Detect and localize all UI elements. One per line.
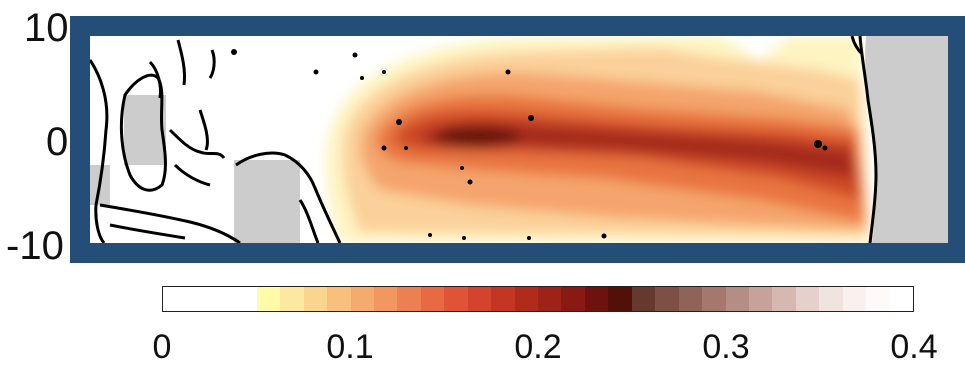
island [467, 179, 473, 185]
colorbar-swatch [209, 287, 234, 311]
island [528, 115, 534, 121]
island [462, 236, 466, 240]
south-america-land [865, 36, 948, 243]
island [601, 233, 607, 239]
colorbar-swatch [538, 287, 562, 311]
coastline [109, 223, 186, 240]
colorbar-swatch [819, 287, 843, 311]
colorbar-swatch [303, 287, 328, 311]
land-patch [234, 160, 300, 243]
colorbar-swatch [725, 287, 749, 311]
colorbar-swatch [327, 287, 351, 311]
colorbar-swatch [842, 287, 867, 311]
island [231, 49, 237, 55]
colorbar-swatch [772, 287, 796, 311]
island [460, 166, 464, 170]
island [527, 236, 531, 240]
colorbar-swatch [655, 287, 679, 311]
colorbar-tick-label: 0.1 [326, 328, 374, 366]
colorbar-swatch [866, 287, 890, 311]
island [352, 52, 358, 58]
colorbar-swatch [702, 287, 726, 311]
colorbar-swatch [608, 287, 632, 311]
coastline [235, 151, 342, 243]
island [428, 233, 432, 237]
island [313, 69, 319, 75]
island [814, 140, 822, 148]
coastline [176, 39, 186, 86]
colorbar-swatch [584, 287, 609, 311]
contour-peak [436, 126, 520, 148]
y-tick-label: 10 [24, 6, 69, 50]
y-tick-label: 0 [46, 120, 69, 164]
coastline [198, 109, 209, 151]
colorbar-swatch [467, 287, 492, 311]
colorbar-swatch [491, 287, 515, 311]
coastline [99, 203, 241, 243]
colorbar-tick-label: 0.4 [890, 328, 938, 366]
coastline [90, 59, 109, 243]
colorbar-swatch [233, 287, 257, 311]
colorbar-swatch [397, 287, 421, 311]
island [360, 76, 364, 80]
colorbar-swatch [373, 287, 398, 311]
coastline [148, 60, 162, 99]
field-contours [325, 36, 870, 243]
colorbar-swatch [561, 287, 585, 311]
colorbar-swatch [889, 287, 913, 311]
colorbar-swatch [514, 287, 538, 311]
coastline [208, 49, 216, 79]
land-masses [90, 36, 948, 243]
colorbar-swatch [186, 287, 210, 311]
land-patch [124, 95, 166, 165]
coastline [173, 163, 211, 187]
contour-level-6 [419, 122, 855, 178]
colorbar-swatch [748, 287, 773, 311]
coastlines [90, 36, 878, 243]
colorbar-swatch [678, 287, 703, 311]
coastline [298, 199, 320, 243]
island [822, 145, 828, 151]
coastline [168, 128, 226, 160]
island [381, 145, 387, 151]
colorbar-tick-label: 0.3 [702, 328, 750, 366]
island [382, 70, 386, 74]
y-tick-label: -10 [6, 224, 64, 268]
island [404, 146, 408, 150]
colorbar-swatch [350, 287, 374, 311]
colorbar-swatch [163, 287, 187, 311]
map-frame [70, 16, 965, 263]
colorbar-swatch [795, 287, 820, 311]
colorbar-swatch [444, 287, 468, 311]
colorbar-tick-label: 0.2 [514, 328, 562, 366]
colorbar [162, 286, 914, 312]
island [505, 69, 511, 75]
island [396, 119, 402, 125]
colorbar-swatch [420, 287, 445, 311]
colorbar-swatch [256, 287, 281, 311]
colorbar-tick-label: 0 [152, 328, 172, 366]
south-america-coast [858, 36, 878, 243]
coastline [850, 36, 864, 56]
colorbar-swatch [280, 287, 304, 311]
islands [231, 49, 828, 240]
colorbar-swatch [631, 287, 656, 311]
